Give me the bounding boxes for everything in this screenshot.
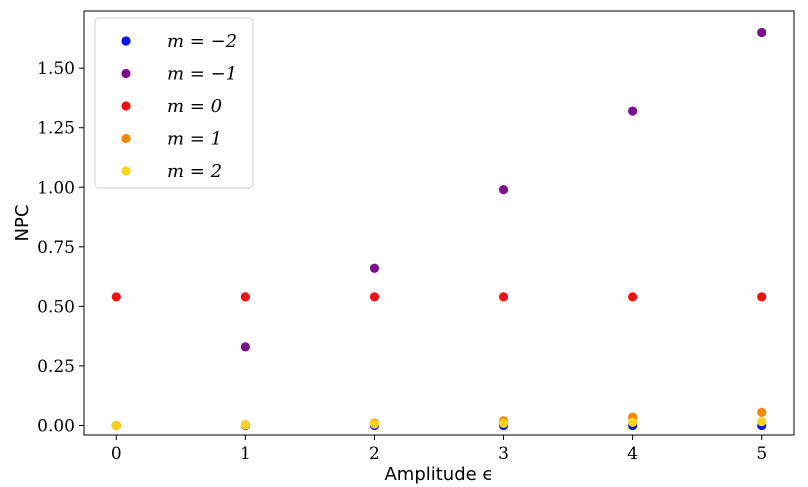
y-tick-label: 0.50 (37, 297, 75, 317)
data-point-series-4 (498, 418, 509, 428)
data-point-series-1 (369, 263, 380, 273)
legend-label: m = 0 (167, 96, 222, 117)
data-points (111, 27, 767, 431)
data-point-series-1 (498, 185, 509, 195)
y-tick-label: 1.00 (37, 178, 75, 198)
data-point-series-4 (628, 417, 638, 427)
data-point-series-3 (757, 407, 767, 417)
legend-marker (121, 166, 131, 176)
legend-marker (121, 133, 131, 144)
x-tick-label: 5 (756, 444, 767, 464)
legend-label: m = 2 (167, 161, 222, 182)
x-tick-label: 2 (369, 444, 380, 464)
data-point-series-4 (240, 420, 250, 430)
legend-marker (121, 101, 131, 111)
y-axis-label: NPC (12, 205, 33, 242)
data-point-series-1 (240, 342, 250, 352)
x-tick-label: 1 (240, 444, 251, 464)
data-point-series-2 (369, 292, 380, 302)
x-axis-label: Amplitude ϵ (384, 464, 493, 485)
data-point-series-4 (757, 417, 767, 427)
plot-frame (83, 10, 795, 436)
y-tick-label: 1.50 (37, 59, 75, 79)
data-point-series-1 (757, 27, 767, 38)
legend-label: m = −1 (167, 64, 237, 85)
legend-marker (121, 36, 131, 46)
x-axis-ticks: 0 1 2 3 4 5 (111, 435, 767, 464)
x-tick-label: 3 (498, 444, 509, 464)
legend: m = −2 m = −1 m = 0 m = 1 m = 2 (94, 17, 254, 189)
legend-label: m = 1 (167, 129, 222, 150)
y-tick-label: 0.75 (37, 238, 75, 258)
y-tick-label: 1.25 (37, 119, 75, 139)
y-axis-ticks: 0.00 0.25 0.50 0.75 1.00 1.25 1.50 (37, 59, 84, 436)
data-point-series-2 (757, 292, 767, 302)
data-point-series-1 (628, 106, 638, 116)
data-point-series-2 (498, 292, 509, 302)
x-tick-label: 4 (627, 444, 638, 464)
data-point-series-2 (111, 292, 121, 302)
y-tick-label: 0.00 (37, 416, 75, 436)
legend-marker (121, 68, 131, 79)
data-point-series-4 (369, 419, 380, 429)
data-point-series-2 (628, 292, 638, 302)
x-tick-label: 0 (111, 444, 122, 464)
data-point-series-4 (111, 420, 121, 431)
y-tick-label: 0.25 (37, 357, 75, 377)
legend-box (94, 17, 254, 189)
legend-label: m = −2 (167, 31, 237, 52)
data-point-series-2 (240, 292, 250, 302)
